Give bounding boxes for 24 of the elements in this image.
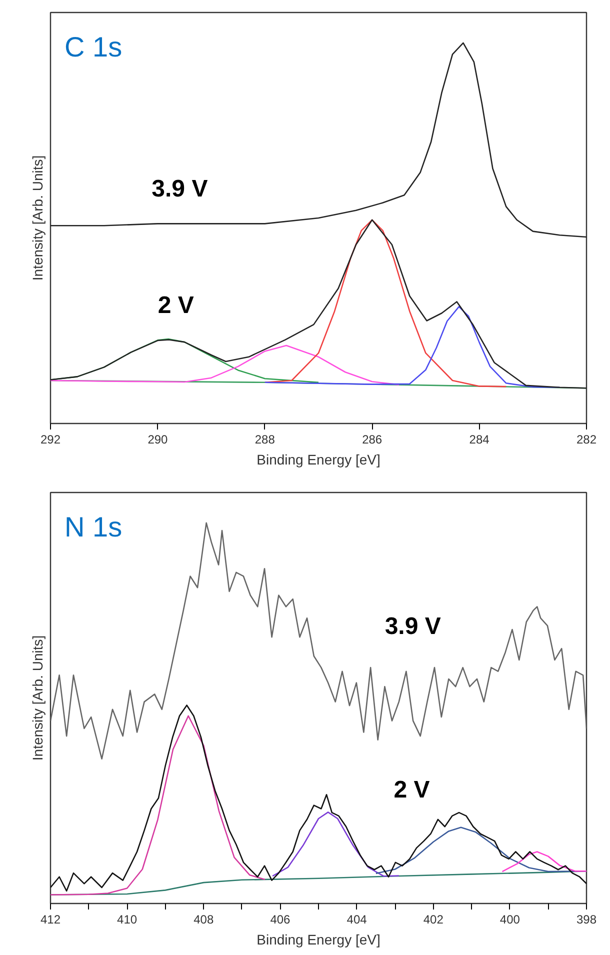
- x-tick-label: 286: [362, 432, 382, 446]
- chart-title: C 1s: [64, 32, 122, 62]
- x-tick-label: 408: [194, 912, 214, 926]
- y-axis-title: Intensity [Arb. Units]: [30, 635, 46, 761]
- x-tick-label: 282: [576, 432, 597, 446]
- x-tick-label: 412: [40, 912, 61, 926]
- x-tick-label: 288: [254, 432, 276, 446]
- x-tick-label: 398: [576, 912, 597, 926]
- x-tick-label: 406: [270, 912, 291, 926]
- x-tick-label: 290: [148, 432, 168, 446]
- x-axis-title: Binding Energy [eV]: [256, 932, 380, 948]
- series-label: 3.9 V: [152, 176, 208, 203]
- x-tick-label: 292: [40, 432, 61, 446]
- x-tick-label: 284: [469, 432, 490, 446]
- series-label: 2 V: [158, 292, 194, 320]
- chart-title: N 1s: [64, 512, 122, 542]
- x-tick-label: 404: [346, 912, 368, 926]
- x-tick-label: 400: [500, 912, 520, 926]
- series-label: 2 V: [394, 776, 430, 804]
- x-tick-label: 402: [423, 912, 444, 926]
- x-axis-title: Binding Energy [eV]: [256, 452, 380, 468]
- series-label: 3.9 V: [384, 612, 441, 640]
- x-tick-label: 410: [117, 912, 138, 926]
- y-axis-title: Intensity [Arb. Units]: [30, 155, 46, 281]
